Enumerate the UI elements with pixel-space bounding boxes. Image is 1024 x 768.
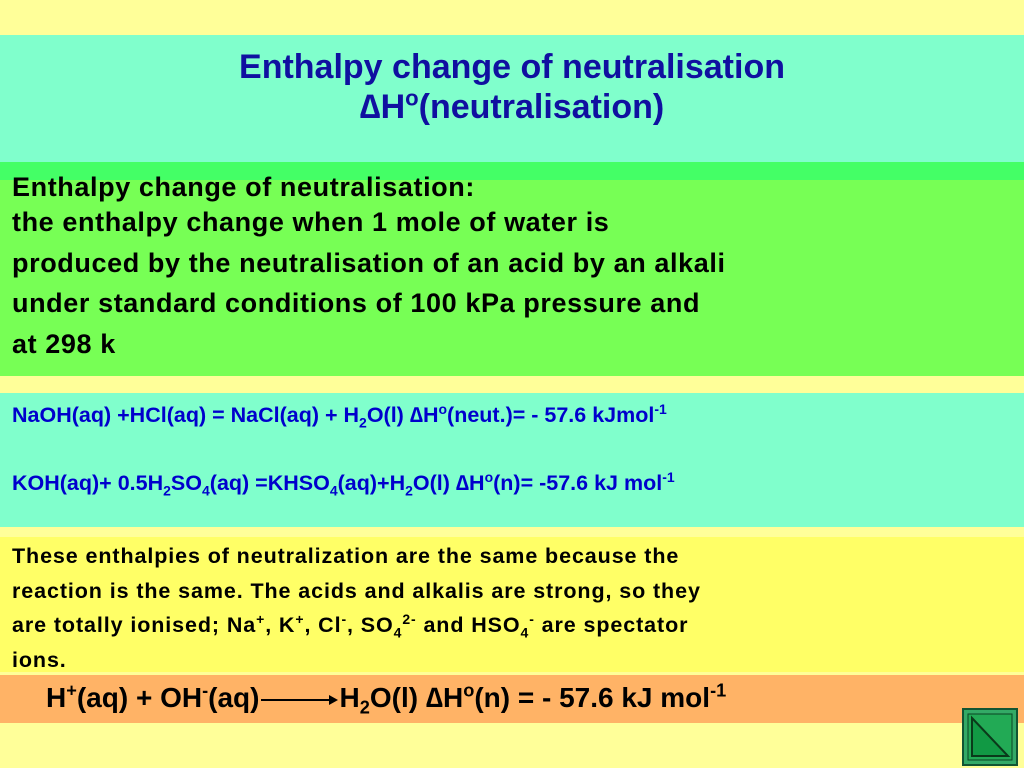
text-segment: ∆H <box>359 88 406 126</box>
text-segment: O(l) ∆H <box>366 403 439 427</box>
text-segment: 4 <box>202 482 210 499</box>
definition-line: under standard conditions of 100 kPa pre… <box>12 288 701 318</box>
next-slide-button[interactable] <box>962 708 1018 766</box>
text-segment: 2 <box>163 482 171 499</box>
text-segment: + <box>66 680 77 701</box>
explanation-line: These enthalpies of neutralization are t… <box>12 539 1024 574</box>
definition-text: Enthalpy change of neutralisation: the e… <box>0 162 1024 364</box>
equations-box: NaOH(aq) +HCl(aq) = NaCl(aq) + H2O(l) ∆H… <box>0 393 1024 527</box>
text-segment: O(l) ∆H <box>369 682 464 713</box>
text-segment: 4 <box>520 624 530 641</box>
text-segment: ions. <box>12 647 67 672</box>
text-segment: + <box>295 610 305 627</box>
text-segment: reaction is the same. The acids and alka… <box>12 578 701 603</box>
text-segment: - <box>529 610 535 627</box>
text-segment: o <box>438 400 448 417</box>
text-segment: (aq) <box>208 682 260 713</box>
text-segment: and HSO <box>416 613 521 637</box>
title-line: ∆Ho(neutralisation) <box>0 87 1024 127</box>
text-segment: - <box>202 680 209 701</box>
definition-box: Enthalpy change of neutralisation: the e… <box>0 162 1024 376</box>
text-segment: , Cl <box>304 613 342 637</box>
reactants: H+(aq) + OH-(aq) <box>46 682 259 714</box>
text-segment: 2 <box>405 482 413 499</box>
text-segment: (neutralisation) <box>418 88 665 126</box>
definition-line: the enthalpy change when 1 mole of water… <box>12 207 610 237</box>
definition-line: produced by the neutralisation of an aci… <box>12 247 726 278</box>
definition-line: at 298 k <box>12 328 116 359</box>
text-segment: (n)= -57.6 kJ mol <box>493 471 663 495</box>
text-segment: (aq) + OH <box>76 682 203 713</box>
text-segment: + <box>256 610 266 627</box>
text-segment: 2 <box>359 414 367 431</box>
reaction-arrow <box>261 695 339 705</box>
text-segment: H <box>339 682 360 713</box>
explanation-line: are totally ionised; Na+, K+, Cl-, SO42-… <box>12 608 1024 643</box>
text-segment: -1 <box>662 468 675 485</box>
text-segment: - <box>341 610 348 627</box>
products: H2O(l) ∆Ho(n) = - 57.6 kJ mol-1 <box>339 680 727 717</box>
title-line: Enthalpy change of neutralisation <box>239 48 785 86</box>
text-segment: o <box>463 680 475 701</box>
text-segment: SO <box>170 471 202 495</box>
text-segment: o <box>405 85 419 111</box>
text-segment: o <box>484 468 494 485</box>
text-segment: , K <box>265 613 296 637</box>
ionic-equation-box: H+(aq) + OH-(aq) H2O(l) ∆Ho(n) = - 57.6 … <box>0 675 1024 723</box>
text-segment: These enthalpies of neutralization are t… <box>12 544 680 568</box>
text-segment: (aq) =KHSO <box>209 471 330 495</box>
text-segment: (aq)+H <box>337 471 406 495</box>
text-segment: O(l) ∆H <box>412 471 485 495</box>
equation: NaOH(aq) +HCl(aq) = NaCl(aq) + H2O(l) ∆H… <box>12 400 667 431</box>
text-segment: (n) = - 57.6 kJ mol <box>474 682 711 713</box>
text-segment: NaOH(aq) +HCl(aq) = NaCl(aq) + H <box>12 403 360 427</box>
definition-heading: Enthalpy change of neutralisation: <box>12 172 475 202</box>
text-segment: are spectator <box>534 613 689 637</box>
ionic-equation: H+(aq) + OH-(aq) H2O(l) ∆Ho(n) = - 57.6 … <box>46 680 727 717</box>
explanation-box: These enthalpies of neutralization are t… <box>0 537 1024 672</box>
text-segment: 2 <box>359 697 370 718</box>
explanation-line: ions. <box>12 643 1024 678</box>
text-segment: 2- <box>402 610 417 627</box>
text-segment: 4 <box>329 482 338 499</box>
text-segment: are totally ionised; Na <box>12 613 257 637</box>
text-segment: H <box>46 682 67 713</box>
text-segment: 4 <box>393 624 403 641</box>
explanation-line: reaction is the same. The acids and alka… <box>12 574 1024 609</box>
text-segment: (neut.)= - 57.6 kJmol <box>447 403 655 427</box>
text-segment: KOH(aq)+ 0.5H <box>12 471 164 495</box>
text-segment: , SO <box>347 613 394 637</box>
title-box: Enthalpy change of neutralisation ∆Ho(ne… <box>0 35 1024 162</box>
text-segment: -1 <box>710 680 727 701</box>
equation: KOH(aq)+ 0.5H2SO4(aq) =KHSO4(aq)+H2O(l) … <box>12 468 675 499</box>
text-segment: -1 <box>654 400 667 417</box>
